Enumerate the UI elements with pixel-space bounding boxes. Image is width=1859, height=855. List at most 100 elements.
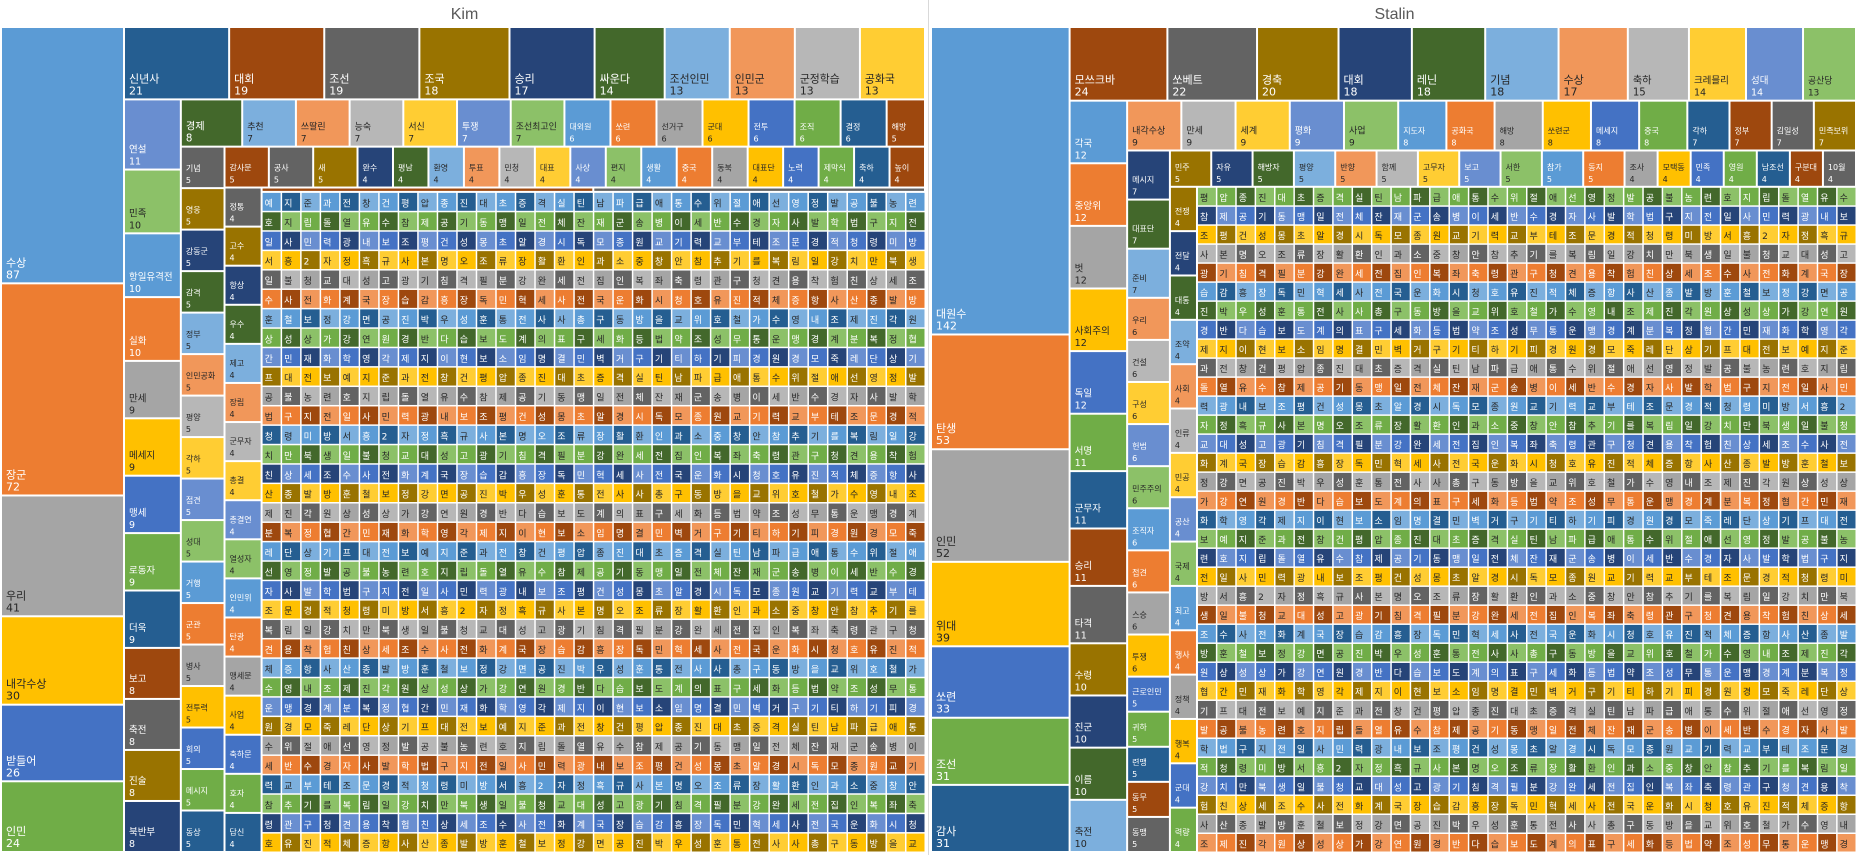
small-cell-label: 피 [1685, 687, 1693, 698]
treemap-small-cell [477, 251, 496, 270]
cell-value: 4 [230, 527, 235, 536]
treemap-small-cell [574, 231, 593, 250]
small-cell-label: 완 [772, 800, 780, 811]
small-cell-label: 북 [1762, 421, 1770, 432]
small-cell-label: 구 [440, 762, 448, 773]
small-cell-label: 관 [713, 276, 721, 287]
small-cell-label: 군 [1568, 554, 1576, 565]
small-cell-label: 총 [1452, 478, 1460, 489]
cell-label: 군무자 [1075, 504, 1102, 515]
small-cell-label: 인 [850, 800, 858, 811]
small-cell-label: 학 [343, 354, 351, 365]
small-cell-label: 이 [674, 218, 682, 229]
cell-value: 5 [1588, 175, 1593, 184]
small-cell-label: 지 [889, 218, 897, 229]
small-cell-label: 결 [1433, 516, 1441, 527]
small-cell-label: 연 [1239, 497, 1247, 508]
small-cell-label: 립 [304, 218, 312, 229]
small-cell-label: 세 [557, 276, 565, 287]
small-cell-label: 급 [1510, 364, 1518, 375]
small-cell-label: 적 [1704, 401, 1712, 413]
small-cell-label: 돌 [1200, 383, 1208, 394]
treemap-cell [795, 100, 840, 146]
small-cell-label: 사 [1355, 307, 1364, 318]
small-cell-label: 공 [343, 567, 351, 578]
small-cell-label: 구 [635, 354, 643, 365]
small-cell-label: 혁 [596, 470, 604, 481]
small-cell-label: 친 [421, 820, 429, 831]
cell-value: 13 [670, 84, 684, 97]
small-cell-label: 세 [1336, 288, 1344, 299]
cell-label: 조선최고인 [516, 122, 557, 133]
small-cell-label: 수 [889, 567, 897, 578]
small-cell-label: 공 [265, 393, 273, 404]
small-cell-label: 자 [1801, 725, 1810, 736]
small-cell-label: 평 [577, 587, 585, 598]
small-cell-label: 등 [791, 684, 799, 695]
small-cell-label: 성 [362, 276, 370, 287]
small-cell-label: 재 [830, 742, 838, 753]
small-cell-label: 진 [479, 490, 487, 501]
small-cell-label: 청 [421, 781, 429, 792]
small-cell-label: 교 [1665, 574, 1673, 584]
small-cell-label: 공 [850, 198, 858, 209]
small-cell-label: 복 [284, 529, 292, 540]
small-cell-label: 전 [674, 664, 682, 675]
treemap-cell [225, 423, 261, 461]
small-cell-label: 대 [479, 198, 487, 209]
small-cell-label: 공 [616, 839, 624, 850]
cell-value: 5 [1464, 175, 1469, 184]
treemap-small-cell [769, 231, 788, 250]
small-cell-label: 진 [889, 645, 897, 656]
small-cell-label: 파 [1491, 364, 1500, 375]
small-cell-label: 수 [265, 742, 273, 753]
cell-value: 4 [646, 176, 651, 185]
small-cell-label: 체 [1355, 212, 1363, 223]
small-cell-label: 정 [889, 334, 897, 345]
treemap-cell [181, 521, 224, 561]
small-cell-label: 립 [1762, 193, 1770, 204]
cell-value: 142 [936, 319, 957, 332]
small-cell-label: 성 [1336, 402, 1344, 413]
small-cell-label: 학 [908, 393, 916, 404]
small-cell-label: 격 [1568, 705, 1576, 717]
small-cell-label: 우 [1239, 307, 1247, 318]
small-cell-label: 하 [850, 703, 859, 714]
small-cell-label: 위 [772, 490, 780, 501]
cell-label: 모택동 [1663, 162, 1685, 172]
small-cell-label: 화 [713, 470, 721, 481]
small-cell-label: 결 [557, 354, 565, 365]
small-cell-label: 연 [362, 334, 370, 345]
small-cell-label: 흥 [1316, 762, 1324, 774]
cell-label: 남조선 [1762, 163, 1784, 172]
treemap-small-cell [379, 212, 398, 231]
small-cell-label: 중 [1433, 250, 1441, 261]
cell-label: 공산 [1175, 517, 1190, 527]
small-cell-label: 영 [1239, 516, 1247, 527]
small-cell-label: 건 [1394, 573, 1402, 584]
small-cell-label: 진 [1258, 193, 1266, 204]
treemap-cell [2, 705, 124, 781]
small-cell-label: 재 [1840, 497, 1848, 508]
small-cell-label: 혁 [1394, 459, 1402, 470]
small-cell-label: 민 [1258, 573, 1266, 584]
small-cell-label: 소 [1452, 687, 1460, 698]
small-cell-label: 지 [1316, 725, 1324, 736]
cell-label: 기념 [186, 164, 201, 173]
small-cell-label: 위 [1743, 706, 1751, 717]
small-cell-label: 체 [1568, 288, 1576, 299]
small-cell-label: 진 [811, 470, 819, 481]
small-cell-label: 원 [1840, 307, 1848, 318]
small-cell-label: 급 [713, 373, 721, 384]
small-cell-label: 를 [752, 257, 760, 268]
small-cell-label: 화 [1278, 630, 1286, 641]
small-cell-label: 좌 [1452, 269, 1460, 280]
small-cell-label: 소 [616, 257, 624, 268]
small-cell-label: 강 [908, 431, 916, 442]
small-cell-label: 계 [1297, 629, 1305, 641]
small-cell-label: 축 [1471, 269, 1479, 280]
small-cell-label: 남 [674, 373, 682, 384]
small-cell-label: 구 [362, 587, 370, 598]
treemap-cell [225, 618, 261, 656]
small-cell-label: 수 [1723, 706, 1731, 717]
